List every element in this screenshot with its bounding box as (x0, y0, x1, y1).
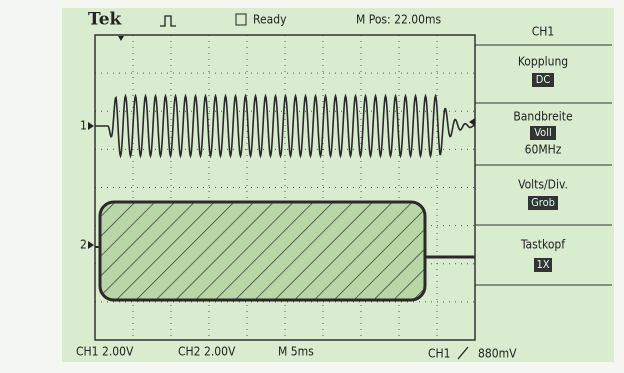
menu-value: 1X (536, 258, 549, 271)
timebase: M 5ms (278, 345, 314, 359)
trigger-source: CH1 (428, 347, 451, 361)
ch2-scale: CH2 2.00V (178, 345, 236, 359)
menu-label[interactable]: Volts/Div. (518, 178, 568, 192)
position: M Pos: 22.00ms (356, 13, 442, 27)
status: Ready (253, 13, 287, 27)
menu-label[interactable]: Tastkopf (520, 238, 566, 252)
menu-value: Voll (534, 126, 551, 139)
trigger-level-value: 880mV (478, 347, 517, 361)
scope-screen: Tek Ready M Pos: 22.00ms CH1 Kopplung DC… (0, 0, 624, 369)
menu-label[interactable]: Bandbreite (513, 110, 573, 124)
channel-marker: 2 (80, 238, 87, 252)
menu-extra: 60MHz (525, 143, 562, 157)
menu-value: DC (536, 73, 551, 86)
menu-label[interactable]: Kopplung (518, 55, 568, 69)
brand: Tek (88, 10, 123, 30)
menu-title: CH1 (532, 25, 555, 39)
ch1-scale: CH1 2.00V (76, 345, 134, 359)
channel-marker: 1 (80, 119, 87, 133)
waveform-ch2 (100, 202, 425, 300)
menu-value: Grob (531, 196, 555, 209)
